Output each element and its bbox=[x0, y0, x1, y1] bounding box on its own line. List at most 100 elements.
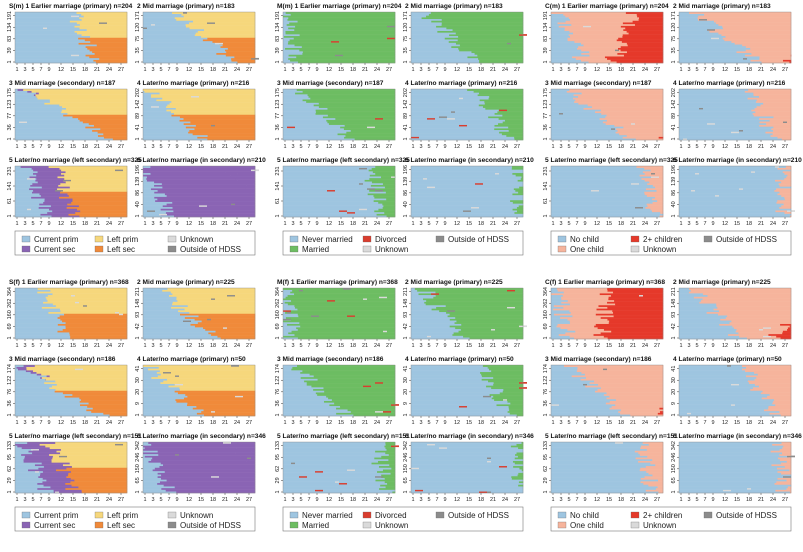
sequence-segment bbox=[56, 383, 128, 386]
sequence-segment bbox=[15, 335, 71, 338]
x-tick-label: 12 bbox=[58, 343, 64, 349]
sequence-segment bbox=[679, 410, 780, 413]
sequence-segment bbox=[517, 455, 524, 458]
sequence-segment bbox=[551, 378, 581, 381]
sequence-segment bbox=[59, 167, 128, 170]
sequence-segment bbox=[143, 100, 172, 103]
sequence-segment bbox=[411, 176, 522, 179]
sequence-segment bbox=[219, 42, 256, 45]
sequence-segment bbox=[283, 104, 314, 107]
sequence-segment bbox=[567, 318, 608, 321]
x-tick-label: 9 bbox=[47, 221, 50, 227]
sequence-segment bbox=[411, 455, 519, 458]
sequence-segment bbox=[595, 313, 664, 316]
sequence-segment bbox=[619, 133, 664, 136]
sequence-segment bbox=[15, 484, 44, 487]
sequence-segment bbox=[230, 174, 256, 177]
sequence-segment bbox=[679, 104, 761, 107]
sequence-segment bbox=[81, 18, 128, 21]
sequence-segment bbox=[49, 447, 128, 450]
sequence-segment bbox=[551, 455, 648, 458]
sequence-segment bbox=[143, 121, 191, 124]
x-tick-label: 21 bbox=[630, 221, 636, 227]
sequence-segment bbox=[620, 409, 664, 412]
sequence-segment bbox=[15, 56, 90, 59]
sequence-segment bbox=[411, 392, 501, 395]
y-tick-label: 142 bbox=[671, 100, 677, 109]
x-tick-label: 1 bbox=[679, 420, 682, 426]
legend-label: Outside of HDSS bbox=[716, 235, 777, 244]
sequence-segment bbox=[143, 25, 187, 28]
sequence-segment bbox=[43, 27, 47, 29]
sequence-segment bbox=[92, 51, 128, 54]
sequence-segment bbox=[744, 90, 792, 93]
sequence-segment bbox=[283, 97, 311, 100]
x-tick-label: 15 bbox=[466, 497, 472, 503]
sequence-segment bbox=[283, 332, 289, 335]
sequence-segment bbox=[283, 306, 296, 309]
x-tick-label: 7 bbox=[167, 67, 170, 73]
sequence-segment bbox=[285, 296, 396, 299]
sequence-segment bbox=[651, 172, 655, 175]
sequence-segment bbox=[143, 442, 149, 444]
sequence-segment bbox=[283, 316, 287, 319]
sequence-segment bbox=[621, 40, 664, 43]
sequence-segment bbox=[37, 171, 66, 174]
sequence-segment bbox=[551, 410, 619, 413]
sequence-segment bbox=[15, 311, 49, 314]
sequence-segment bbox=[581, 49, 621, 52]
sequence-segment bbox=[411, 298, 424, 301]
sequence-segment bbox=[551, 487, 657, 490]
sequence-segment bbox=[649, 181, 664, 184]
sequence-segment bbox=[411, 442, 522, 444]
x-tick-label: 15 bbox=[198, 420, 204, 426]
sequence-segment bbox=[143, 296, 177, 299]
sequence-segment bbox=[722, 37, 792, 40]
sequence-segment bbox=[294, 293, 396, 296]
sequence-segment bbox=[776, 188, 792, 191]
sequence-segment bbox=[411, 59, 480, 62]
sequence-segment bbox=[47, 299, 128, 302]
sequence-segment bbox=[15, 25, 75, 28]
sequence-segment bbox=[783, 476, 791, 478]
y-tick-label: 202 bbox=[135, 88, 141, 97]
sequence-segment bbox=[679, 44, 743, 47]
sequence-segment bbox=[157, 476, 256, 478]
sequence-segment bbox=[551, 335, 570, 338]
sequence-segment bbox=[780, 337, 792, 340]
sequence-segment bbox=[62, 106, 128, 108]
sequence-segment bbox=[283, 481, 386, 484]
sequence-segment bbox=[638, 17, 664, 20]
sequence-segment bbox=[15, 134, 99, 137]
sequence-segment bbox=[159, 370, 256, 373]
y-tick-label: 62 bbox=[543, 466, 549, 472]
sequence-segment bbox=[585, 385, 664, 388]
sequence-segment bbox=[608, 322, 664, 324]
sequence-segment bbox=[144, 455, 241, 458]
sequence-segment bbox=[679, 213, 792, 216]
x-tick-label: 21 bbox=[758, 343, 764, 349]
sequence-segment bbox=[551, 206, 646, 209]
sequence-segment bbox=[551, 395, 610, 398]
sequence-segment bbox=[311, 315, 319, 317]
sequence-segment bbox=[52, 210, 81, 213]
sequence-segment bbox=[444, 37, 524, 40]
sequence-segment bbox=[411, 448, 524, 451]
sequence-segment bbox=[382, 203, 396, 206]
panel-title: 4 Later/no marriage (primary) n=216 bbox=[673, 80, 786, 87]
sequence-segment bbox=[551, 138, 637, 141]
legend-box bbox=[14, 506, 256, 532]
panel-title: 6 Later/no marriage (in secondary) n=210 bbox=[405, 157, 534, 164]
sequence-segment bbox=[28, 450, 57, 453]
sequence-segment bbox=[507, 42, 511, 45]
sequence-segment bbox=[283, 393, 318, 396]
x-tick-label: 24 bbox=[374, 420, 380, 426]
sequence-segment bbox=[143, 17, 176, 20]
sequence-segment bbox=[551, 169, 651, 172]
sequence-segment bbox=[508, 129, 524, 132]
sequence-segment bbox=[315, 109, 396, 112]
sequence-segment bbox=[551, 447, 641, 450]
sequence-segment bbox=[782, 330, 792, 333]
x-tick-label: 18 bbox=[82, 221, 88, 227]
